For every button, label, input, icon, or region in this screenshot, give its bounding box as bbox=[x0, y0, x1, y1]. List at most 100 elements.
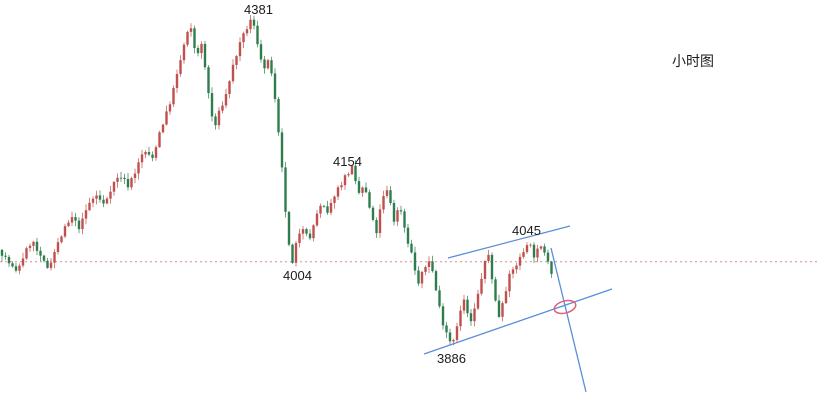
candle-body bbox=[410, 243, 413, 253]
candle-body bbox=[480, 278, 483, 294]
candle-body bbox=[494, 279, 497, 301]
trendline-channel-upper[interactable] bbox=[447, 225, 571, 259]
candle-body bbox=[112, 181, 116, 192]
candle-body bbox=[228, 81, 231, 94]
candle-body bbox=[14, 266, 18, 271]
candle-body bbox=[270, 60, 273, 74]
trendline-channel-lower[interactable] bbox=[423, 288, 613, 355]
candle-body bbox=[508, 273, 511, 292]
candle-body bbox=[35, 241, 39, 251]
candle-body bbox=[322, 205, 326, 207]
candle-body bbox=[473, 308, 476, 322]
candle-body bbox=[361, 187, 364, 193]
candle-body bbox=[445, 325, 448, 333]
candle-body bbox=[263, 59, 266, 69]
candle-body bbox=[217, 110, 221, 126]
candle-body bbox=[259, 44, 263, 60]
candle-body bbox=[182, 44, 186, 61]
candle-body bbox=[161, 124, 165, 133]
candle-body bbox=[266, 60, 270, 69]
candle-body bbox=[4, 255, 7, 257]
candle-body bbox=[406, 227, 410, 244]
candle-body bbox=[452, 339, 455, 342]
candle-body bbox=[294, 243, 298, 263]
candle-body bbox=[550, 261, 553, 274]
candle-body bbox=[0, 249, 4, 256]
candle-body bbox=[126, 179, 130, 188]
candle-body bbox=[462, 299, 466, 311]
candle-body bbox=[207, 67, 210, 94]
candle-body bbox=[511, 269, 515, 274]
candle-body bbox=[214, 116, 217, 126]
candle-body bbox=[88, 202, 91, 211]
candle-body bbox=[501, 303, 504, 317]
candle-body bbox=[81, 218, 84, 230]
candle-body bbox=[347, 174, 350, 176]
candle-body bbox=[53, 252, 56, 263]
candle-body bbox=[196, 48, 200, 54]
candle-body bbox=[221, 105, 224, 111]
candle-body bbox=[518, 256, 522, 266]
candle-body bbox=[424, 267, 427, 272]
candle-body bbox=[133, 173, 137, 179]
candle-body bbox=[326, 206, 329, 213]
candle-body bbox=[98, 195, 102, 200]
candle-body bbox=[305, 229, 308, 234]
candle-body bbox=[378, 209, 382, 233]
candle-body bbox=[329, 202, 333, 213]
candle-body bbox=[308, 233, 312, 239]
candle-body bbox=[277, 99, 280, 133]
candle-body bbox=[469, 313, 473, 322]
candle-body bbox=[441, 306, 445, 326]
candle-body bbox=[130, 178, 133, 188]
candle-body bbox=[427, 261, 431, 267]
trendline-breakdown-line[interactable] bbox=[550, 247, 587, 393]
trendlines-group bbox=[423, 225, 613, 393]
highlight-ellipse bbox=[553, 299, 577, 315]
candle-body bbox=[392, 203, 396, 222]
candle-body bbox=[350, 165, 354, 175]
candle-body bbox=[546, 252, 550, 262]
candle-body bbox=[60, 236, 63, 243]
candle-body bbox=[455, 326, 459, 340]
candle-body bbox=[368, 192, 371, 208]
candle-body bbox=[497, 300, 501, 317]
candle-body bbox=[466, 299, 469, 314]
candle-body bbox=[438, 290, 441, 307]
candle-body bbox=[116, 177, 119, 182]
candle-body bbox=[147, 152, 151, 155]
candle-body bbox=[476, 293, 480, 309]
candle-body bbox=[70, 217, 74, 223]
candle-body bbox=[382, 196, 385, 210]
candle-body bbox=[91, 198, 95, 203]
candle-body bbox=[420, 271, 424, 284]
candle-body bbox=[434, 271, 438, 291]
candle-body bbox=[231, 64, 235, 82]
candle-body bbox=[312, 225, 315, 239]
candle-body bbox=[175, 74, 179, 88]
candle-body bbox=[32, 241, 35, 246]
candle-body bbox=[203, 43, 207, 68]
candle-body bbox=[487, 254, 490, 261]
candle-body bbox=[536, 248, 539, 258]
candle-body bbox=[399, 210, 403, 212]
candle-body bbox=[102, 199, 105, 204]
candle-body bbox=[18, 265, 21, 271]
candle-body bbox=[298, 233, 301, 243]
candle-body bbox=[123, 177, 126, 179]
candle-body bbox=[273, 73, 277, 99]
candle-body bbox=[140, 154, 144, 163]
candle-body bbox=[77, 220, 81, 230]
candle-body bbox=[235, 56, 238, 65]
candle-body bbox=[137, 162, 140, 174]
candle-body bbox=[95, 195, 98, 199]
candle-body bbox=[403, 211, 406, 228]
candle-body bbox=[483, 261, 487, 279]
candle-body bbox=[490, 254, 494, 280]
candle-body bbox=[291, 244, 294, 263]
candle-body bbox=[224, 94, 228, 106]
price-label-3886: 3886 bbox=[437, 351, 466, 366]
candle-body bbox=[371, 207, 375, 220]
